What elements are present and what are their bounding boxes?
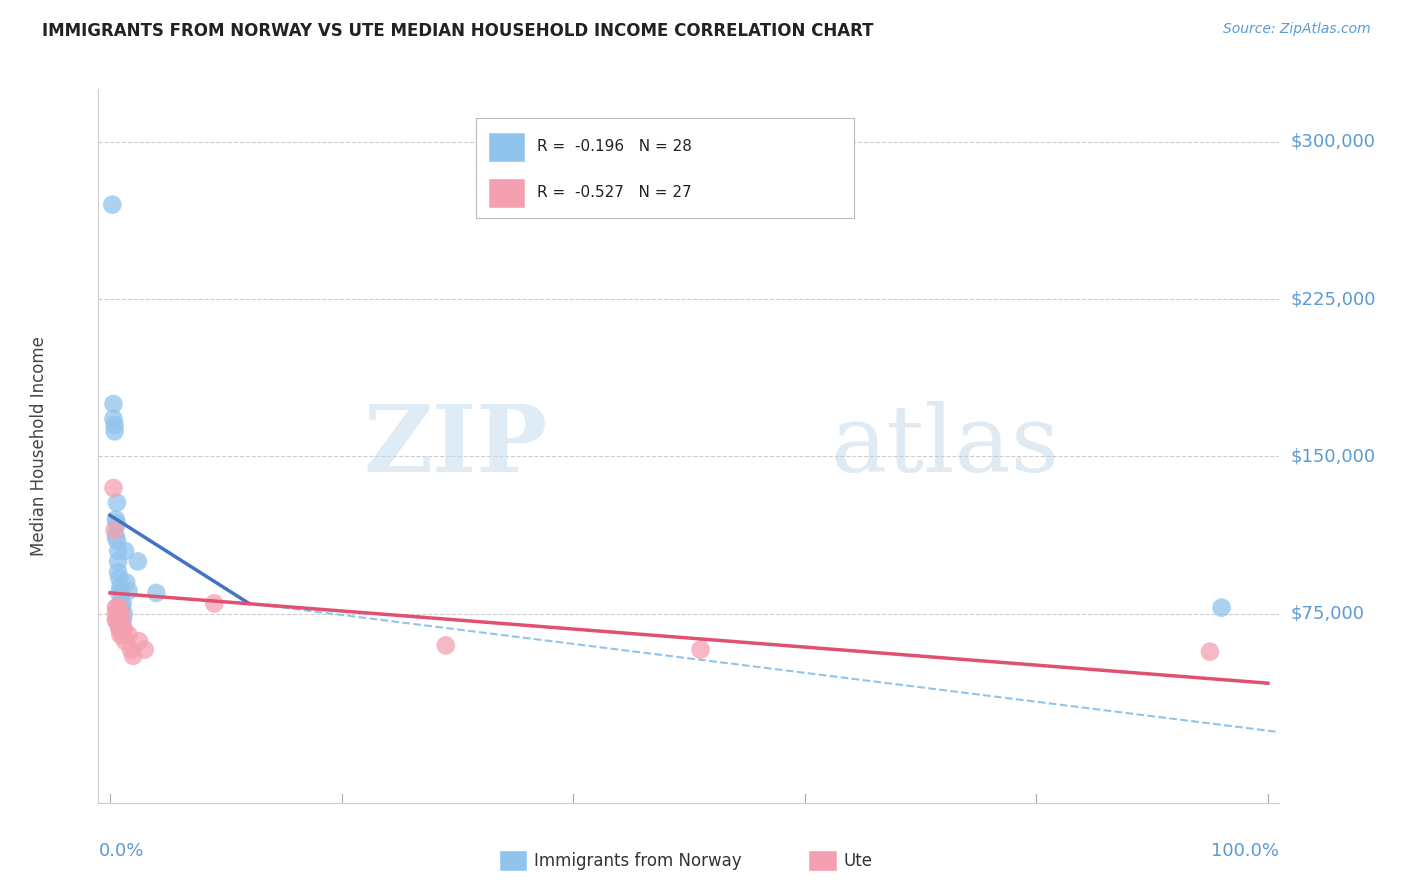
Point — [103, 411, 125, 425]
Point — [134, 642, 156, 657]
Text: $75,000: $75,000 — [1291, 605, 1365, 623]
Point — [145, 586, 167, 600]
Point — [108, 571, 131, 585]
Point — [107, 617, 129, 632]
Point — [105, 600, 128, 615]
Point — [110, 607, 132, 621]
Point — [112, 622, 135, 636]
Point — [105, 533, 128, 548]
Text: R =  -0.196   N = 28: R = -0.196 N = 28 — [537, 139, 692, 154]
Point — [110, 628, 132, 642]
Text: $150,000: $150,000 — [1291, 448, 1375, 466]
Point — [111, 613, 134, 627]
Text: R =  -0.527   N = 27: R = -0.527 N = 27 — [537, 186, 692, 200]
Text: Immigrants from Norway: Immigrants from Norway — [534, 852, 742, 870]
Text: Source: ZipAtlas.com: Source: ZipAtlas.com — [1223, 22, 1371, 37]
Point — [108, 622, 131, 636]
Point — [104, 529, 127, 543]
Text: 0.0%: 0.0% — [98, 842, 143, 860]
Point — [107, 607, 129, 621]
Point — [104, 523, 127, 537]
Text: 100.0%: 100.0% — [1212, 842, 1279, 860]
Point — [105, 516, 128, 531]
Text: ZIP: ZIP — [363, 401, 547, 491]
Point — [128, 634, 150, 648]
FancyBboxPatch shape — [488, 178, 526, 208]
Point — [104, 613, 127, 627]
Point — [110, 613, 132, 627]
Point — [104, 512, 127, 526]
Point — [104, 417, 127, 432]
Point — [689, 642, 711, 657]
Text: IMMIGRANTS FROM NORWAY VS UTE MEDIAN HOUSEHOLD INCOME CORRELATION CHART: IMMIGRANTS FROM NORWAY VS UTE MEDIAN HOU… — [42, 22, 873, 40]
Point — [112, 607, 135, 621]
Point — [110, 596, 132, 610]
FancyBboxPatch shape — [488, 132, 526, 161]
Point — [108, 586, 131, 600]
Text: atlas: atlas — [831, 401, 1060, 491]
Point — [104, 600, 127, 615]
Point — [105, 496, 128, 510]
Point — [114, 544, 136, 558]
Point — [111, 628, 134, 642]
Point — [202, 596, 225, 610]
Point — [114, 634, 136, 648]
Point — [117, 583, 139, 598]
Point — [434, 639, 457, 653]
Text: $225,000: $225,000 — [1291, 290, 1376, 308]
Point — [107, 544, 129, 558]
Point — [104, 607, 127, 621]
Point — [117, 628, 139, 642]
Point — [127, 554, 149, 568]
Point — [120, 642, 142, 657]
Point — [107, 565, 129, 579]
Point — [122, 648, 145, 663]
Text: Ute: Ute — [844, 852, 873, 870]
Point — [103, 481, 125, 495]
Point — [108, 600, 131, 615]
Point — [110, 580, 132, 594]
Point — [1211, 600, 1233, 615]
Point — [110, 622, 132, 636]
Point — [115, 575, 138, 590]
Point — [107, 554, 129, 568]
Point — [111, 596, 134, 610]
Point — [104, 425, 127, 439]
Point — [103, 397, 125, 411]
Point — [1199, 645, 1222, 659]
Point — [105, 613, 128, 627]
Text: $300,000: $300,000 — [1291, 133, 1375, 151]
Point — [110, 586, 132, 600]
Text: Median Household Income: Median Household Income — [31, 336, 48, 556]
Point — [101, 197, 124, 211]
Point — [110, 600, 132, 615]
